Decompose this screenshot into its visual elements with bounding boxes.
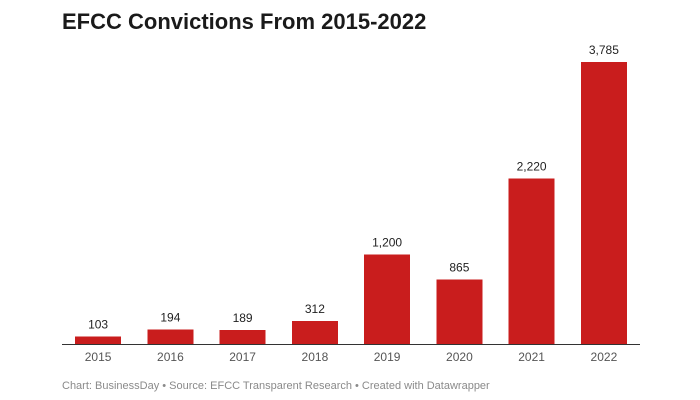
- value-label-2018: 312: [305, 302, 325, 316]
- x-tick-label-2017: 2017: [229, 350, 256, 364]
- bar-2022: [580, 62, 627, 344]
- value-label-2022: 3,785: [589, 43, 619, 57]
- bar-2016: [147, 329, 194, 344]
- value-label-2016: 194: [160, 311, 180, 325]
- x-tick-label-2019: 2019: [374, 350, 401, 364]
- chart-title: EFCC Convictions From 2015-2022: [62, 9, 427, 34]
- bar-2015: [75, 336, 122, 344]
- x-tick-label-2022: 2022: [591, 350, 618, 364]
- value-label-2015: 103: [88, 317, 108, 331]
- bar-2020: [436, 279, 483, 344]
- x-tick-label-2021: 2021: [518, 350, 545, 364]
- bar-2021: [508, 178, 555, 344]
- bar-2018: [291, 320, 338, 344]
- x-tick-label-2018: 2018: [302, 350, 329, 364]
- value-label-2021: 2,220: [517, 160, 547, 174]
- chart-footer-credit: Chart: BusinessDay • Source: EFCC Transp…: [62, 380, 490, 392]
- bar-2017: [219, 329, 266, 344]
- value-label-2019: 1,200: [372, 236, 402, 250]
- bar-2019: [364, 254, 411, 344]
- value-label-2020: 865: [449, 261, 469, 275]
- value-label-2017: 189: [233, 311, 253, 325]
- x-tick-label-2020: 2020: [446, 350, 473, 364]
- x-tick-label-2015: 2015: [85, 350, 112, 364]
- x-tick-label-2016: 2016: [157, 350, 184, 364]
